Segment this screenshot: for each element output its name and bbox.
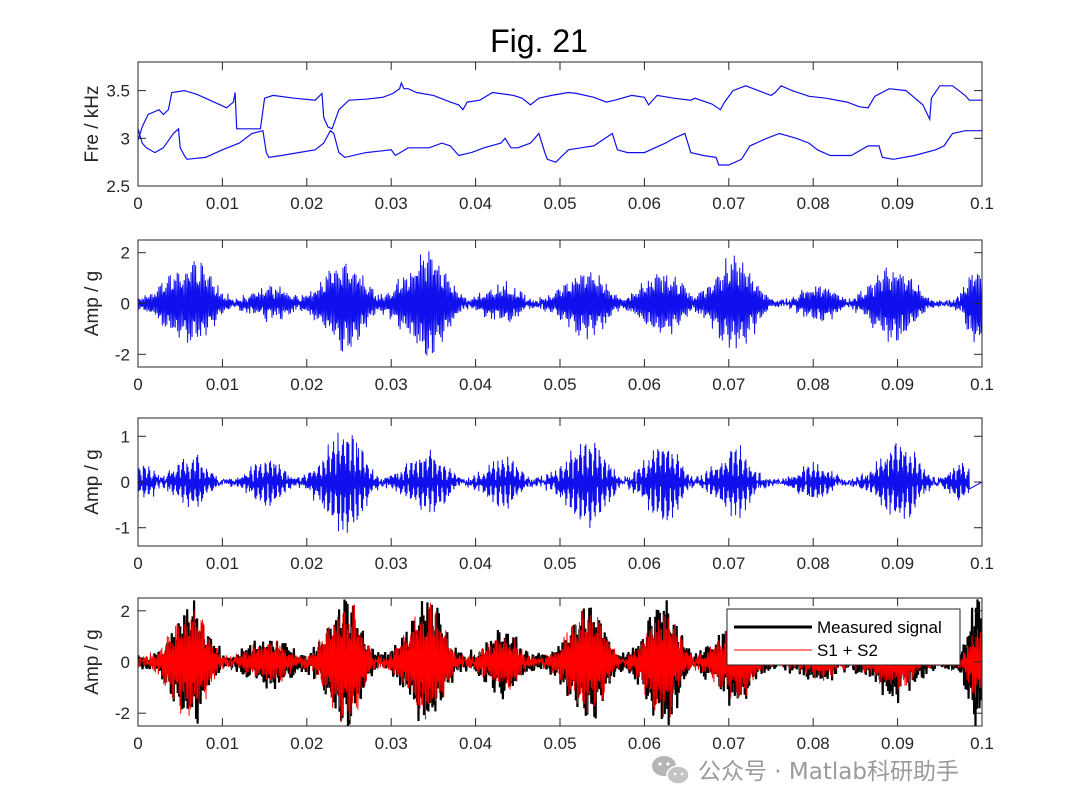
x-tick-label: 0.04 bbox=[459, 194, 492, 213]
x-tick-label: 0.01 bbox=[206, 734, 239, 753]
y-axis-label: Amp / g bbox=[82, 449, 103, 514]
legend-label-measured: Measured signal bbox=[817, 618, 942, 637]
y-tick-label: 0 bbox=[121, 295, 130, 314]
x-tick-label: 0.03 bbox=[375, 554, 408, 573]
x-tick-label: 0.02 bbox=[290, 194, 323, 213]
series-lower-ridge-line bbox=[138, 127, 982, 166]
watermark-text: 公众号 · Matlab科研助手 bbox=[698, 759, 959, 785]
x-tick-label: 0.08 bbox=[797, 194, 830, 213]
axes-component-1: 0 0.01 0.02 0.03 0.04 0.05 0.06 0.07 0.08 0.09 0.1… bbox=[82, 239, 994, 394]
x-tick-label: 0.05 bbox=[543, 734, 576, 753]
axes-component-2: 0 0.01 0.02 0.03 0.04 0.05 0.06 0.07 0.08 0.09 0.1… bbox=[82, 417, 994, 573]
x-tick-label: 0.01 bbox=[206, 554, 239, 573]
x-tick-label: 0.07 bbox=[712, 554, 745, 573]
x-tick-label: 0.1 bbox=[970, 734, 994, 753]
x-tick-label: 0.08 bbox=[797, 375, 830, 394]
y-tick-label: 2 bbox=[121, 244, 130, 263]
x-tick-label: 0.03 bbox=[375, 375, 408, 394]
y-tick-label: 3.5 bbox=[106, 82, 130, 101]
x-tick-label: 0.06 bbox=[628, 734, 661, 753]
y-tick-label: 2.5 bbox=[106, 177, 130, 196]
signal-line bbox=[138, 251, 982, 356]
x-tick-label: 0.08 bbox=[797, 734, 830, 753]
x-tick-label: 0.1 bbox=[970, 375, 994, 394]
plot-area bbox=[138, 81, 982, 166]
x-tick-label: 0.05 bbox=[543, 194, 576, 213]
x-tick-label: 0.09 bbox=[881, 554, 914, 573]
x-tick-label: 0.06 bbox=[628, 375, 661, 394]
legend-label-s1-s2: S1 + S2 bbox=[817, 641, 878, 660]
x-tick-label: 0.1 bbox=[970, 194, 994, 213]
x-tick-label: 0.09 bbox=[881, 194, 914, 213]
series-upper-ridge-line bbox=[138, 81, 982, 141]
x-tick-label: 0.04 bbox=[459, 554, 492, 573]
wechat-icon bbox=[652, 756, 690, 785]
x-tick-label: 0 bbox=[133, 734, 142, 753]
y-tick-label: 3 bbox=[121, 129, 130, 148]
y-tick-label: 1 bbox=[121, 427, 130, 446]
x-tick-label: 0.05 bbox=[543, 375, 576, 394]
x-tick-label: 0.05 bbox=[543, 554, 576, 573]
x-tick-label: 0.08 bbox=[797, 554, 830, 573]
x-tick-label: 0.04 bbox=[459, 734, 492, 753]
x-tick-label: 0.01 bbox=[206, 375, 239, 394]
y-tick-label: -2 bbox=[115, 345, 130, 364]
y-tick-label: 0 bbox=[121, 653, 130, 672]
figure-title: Fig. 21 bbox=[490, 23, 588, 59]
y-axis-label: Amp / g bbox=[82, 271, 103, 336]
x-tick-label: 0.03 bbox=[375, 194, 408, 213]
y-axis-label: Amp / g bbox=[82, 629, 103, 694]
x-tick-label: 0.04 bbox=[459, 375, 492, 394]
y-axis-label: Fre / kHz bbox=[82, 85, 103, 162]
plot-area bbox=[138, 432, 982, 533]
y-tick-label: 2 bbox=[121, 602, 130, 621]
plot-area bbox=[138, 251, 982, 356]
signal-line bbox=[138, 432, 982, 533]
x-tick-label: 0.1 bbox=[970, 554, 994, 573]
x-tick-label: 0.09 bbox=[881, 375, 914, 394]
x-tick-label: 0.07 bbox=[712, 194, 745, 213]
x-tick-label: 0.07 bbox=[712, 734, 745, 753]
x-tick-label: 0 bbox=[133, 554, 142, 573]
x-tick-label: 0.02 bbox=[290, 554, 323, 573]
x-tick-label: 0.09 bbox=[881, 734, 914, 753]
x-tick-label: 0.07 bbox=[712, 375, 745, 394]
x-tick-label: 0.01 bbox=[206, 194, 239, 213]
x-tick-label: 0.06 bbox=[628, 194, 661, 213]
legend-box bbox=[726, 608, 961, 666]
axes-box bbox=[137, 61, 983, 187]
x-tick-label: 0.06 bbox=[628, 554, 661, 573]
y-tick-label: -1 bbox=[115, 519, 130, 538]
x-tick-label: 0.02 bbox=[290, 375, 323, 394]
y-tick-label: 0 bbox=[121, 473, 130, 492]
watermark: 公众号 · Matlab科研助手 bbox=[652, 756, 959, 785]
y-tick-label: -2 bbox=[115, 704, 130, 723]
x-tick-label: 0 bbox=[133, 194, 142, 213]
x-tick-label: 0.03 bbox=[375, 734, 408, 753]
legend: Measured signal S1 + S2 bbox=[726, 608, 961, 666]
axes-frequency-ridges: 0 0.01 0.02 0.03 0.04 0.05 0.06 0.07 0.08 0.09 0.1… bbox=[82, 61, 994, 213]
x-tick-label: 0 bbox=[133, 375, 142, 394]
x-tick-label: 0.02 bbox=[290, 734, 323, 753]
